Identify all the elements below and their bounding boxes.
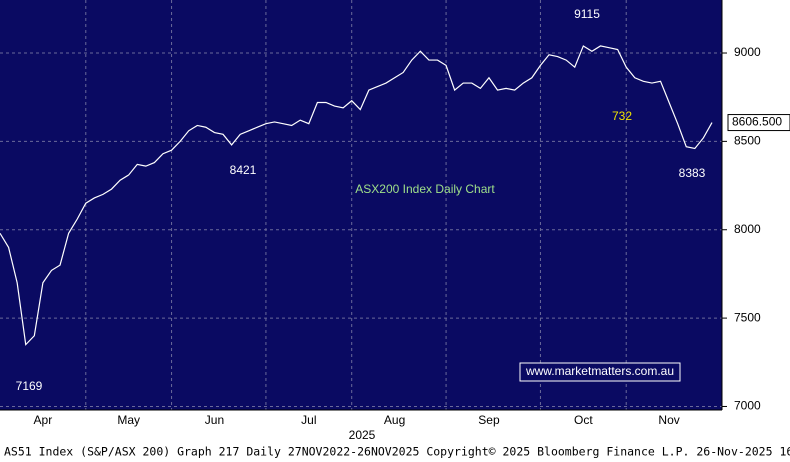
x-tick-label: Nov bbox=[658, 413, 679, 427]
y-tick-label: 9000 bbox=[734, 45, 761, 59]
x-axis-label: 2025 bbox=[349, 428, 376, 442]
annotation: 7169 bbox=[16, 379, 43, 393]
watermark-box bbox=[519, 362, 681, 382]
y-tick-label: 8000 bbox=[734, 222, 761, 236]
x-tick-label: Jun bbox=[205, 413, 224, 427]
footer: AS51 Index (S&P/ASX 200) Graph 217 Daily… bbox=[4, 445, 790, 459]
watermark: www.marketmatters.com.au bbox=[525, 364, 674, 378]
plot-area bbox=[0, 0, 722, 410]
annotation: 732 bbox=[612, 109, 632, 123]
x-tick-label: Jul bbox=[301, 413, 316, 427]
y-tick-label: 7500 bbox=[734, 310, 761, 324]
last-price-label: 8606.500 bbox=[732, 115, 782, 129]
last-price-box bbox=[727, 114, 790, 132]
x-tick-label: Oct bbox=[574, 413, 593, 427]
annotation: 9115 bbox=[574, 7, 600, 21]
grid bbox=[0, 0, 722, 410]
annotation: 8421 bbox=[230, 163, 257, 177]
chart-title: ASX200 Index Daily Chart bbox=[355, 182, 495, 196]
x-tick-label: May bbox=[117, 413, 140, 427]
price-line bbox=[0, 45, 713, 346]
y-tick-label: 7000 bbox=[734, 399, 761, 413]
annotation: 8383 bbox=[679, 166, 706, 180]
x-tick-label: Aug bbox=[384, 413, 405, 427]
y-tick-label: 8500 bbox=[734, 134, 761, 148]
x-tick-label: Sep bbox=[478, 413, 500, 427]
x-tick-label: Apr bbox=[34, 413, 53, 427]
